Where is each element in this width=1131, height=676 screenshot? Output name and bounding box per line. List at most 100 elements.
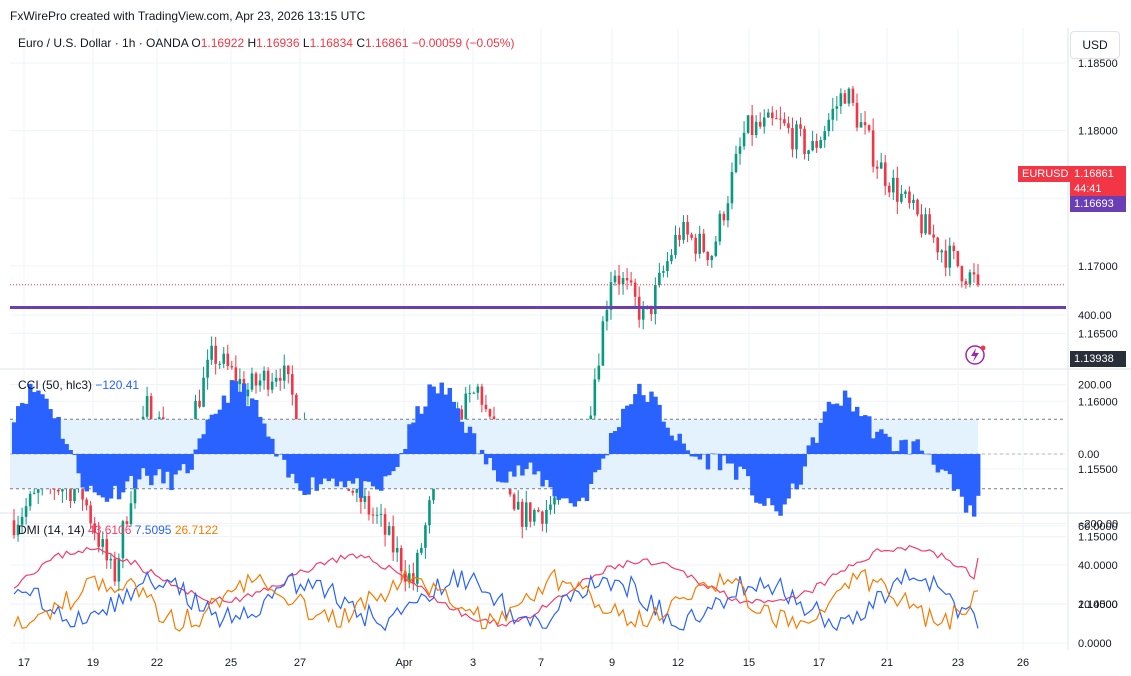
candle-body [718, 213, 722, 242]
candle-body [851, 88, 855, 103]
candle-body [649, 305, 653, 315]
cci-bar [915, 439, 920, 454]
cci-value: −120.41 [95, 378, 140, 392]
cci-tick-label: 400.00 [1078, 310, 1112, 322]
candle-body [831, 108, 835, 120]
cci-bar [729, 454, 735, 464]
cci-bar [564, 454, 570, 499]
cci-bar [36, 390, 41, 454]
low-label: L [302, 36, 310, 50]
candle-body [85, 499, 88, 506]
cci-bar [403, 448, 408, 454]
cci-bar [975, 454, 981, 496]
candle-body [101, 539, 105, 547]
cci-bar [314, 454, 319, 491]
candle-body [282, 365, 286, 381]
x-tick-label: 25 [225, 657, 237, 669]
candle-body [867, 125, 871, 131]
lightning-icon-dot [980, 345, 986, 351]
cci-bar [701, 453, 707, 455]
candle-body [597, 365, 601, 380]
cci-bar [806, 445, 812, 454]
symbol-price-tag: EURUSD [1018, 166, 1073, 182]
candle-body [202, 377, 205, 407]
cci-bar [487, 454, 493, 459]
candle-body [32, 492, 36, 494]
cci-bar [750, 454, 755, 496]
candle-body [250, 373, 254, 390]
cci-bar [794, 454, 799, 490]
cci-bar [919, 450, 924, 454]
open-value: 1.16922 [200, 36, 245, 50]
cci-bar [859, 416, 864, 454]
candle-body [859, 122, 863, 128]
cci-bar [681, 443, 686, 454]
candle-body [887, 185, 891, 193]
candle-body [97, 532, 101, 547]
cci-bar [124, 454, 130, 482]
main-legend: Euro / U.S. Dollar · 1h · OANDA O1.16922… [18, 36, 514, 50]
candle-body [758, 121, 762, 127]
candle-body [28, 493, 32, 507]
cci-bar [221, 395, 227, 454]
candle-body [762, 117, 766, 127]
cci-bar [854, 406, 860, 454]
cci-bar [181, 454, 186, 465]
cci-bar [290, 454, 295, 474]
candle-body [113, 558, 117, 582]
cci-bar [92, 454, 98, 493]
cci-bar [754, 454, 759, 503]
cci-bar [524, 454, 529, 470]
cci-bar [395, 454, 400, 467]
candle-body [593, 379, 597, 416]
candle-body [803, 128, 806, 155]
candle-body [198, 400, 201, 407]
candle-body [428, 500, 431, 526]
candle-body [972, 272, 976, 275]
candle-body [262, 370, 266, 381]
cci-bar [838, 405, 844, 454]
candle-body [750, 115, 754, 135]
x-tick-label: 15 [743, 657, 755, 669]
cci-bar [673, 440, 678, 454]
cci-bar [516, 454, 521, 466]
symbol-label[interactable]: Euro / U.S. Dollar · 1h · OANDA [18, 36, 189, 50]
cci-bar [294, 454, 299, 484]
candle-body [875, 166, 879, 169]
dmi-name[interactable]: DMI (14, 14) [18, 523, 85, 537]
cci-name[interactable]: CCI (50, hlc3) [18, 378, 93, 392]
candle-body [395, 548, 399, 553]
cci-bar [193, 449, 198, 454]
candle-body [658, 272, 661, 286]
cci-bar [459, 421, 465, 454]
candle-body [476, 386, 480, 393]
cci-bar [128, 454, 134, 476]
candle-body [738, 146, 742, 154]
cci-bar [153, 454, 158, 476]
currency-button[interactable]: USD [1070, 31, 1120, 59]
cci-bar [16, 406, 21, 454]
cci-bar [850, 411, 856, 454]
cci-bar [419, 413, 424, 454]
lightning-icon [965, 345, 986, 365]
candle-body [351, 490, 355, 493]
cci-bar [536, 454, 541, 472]
cci-bar [629, 404, 634, 454]
candle-body [670, 255, 673, 262]
candle-body [726, 203, 730, 221]
candle-body [690, 234, 693, 238]
cci-bar [709, 453, 715, 454]
cci-bar [80, 454, 85, 488]
cci-tick-label: 0.00 [1078, 449, 1099, 461]
candle-body [12, 520, 16, 536]
adx-value: 43.6106 [88, 523, 132, 537]
cci-bar [475, 453, 481, 455]
candle-body [387, 526, 391, 535]
candle-body [270, 381, 274, 390]
candle-body [940, 250, 943, 253]
cci-bar [875, 431, 880, 454]
cci-bar [903, 439, 908, 454]
cci-bar [249, 398, 255, 454]
candle-body [654, 285, 657, 315]
